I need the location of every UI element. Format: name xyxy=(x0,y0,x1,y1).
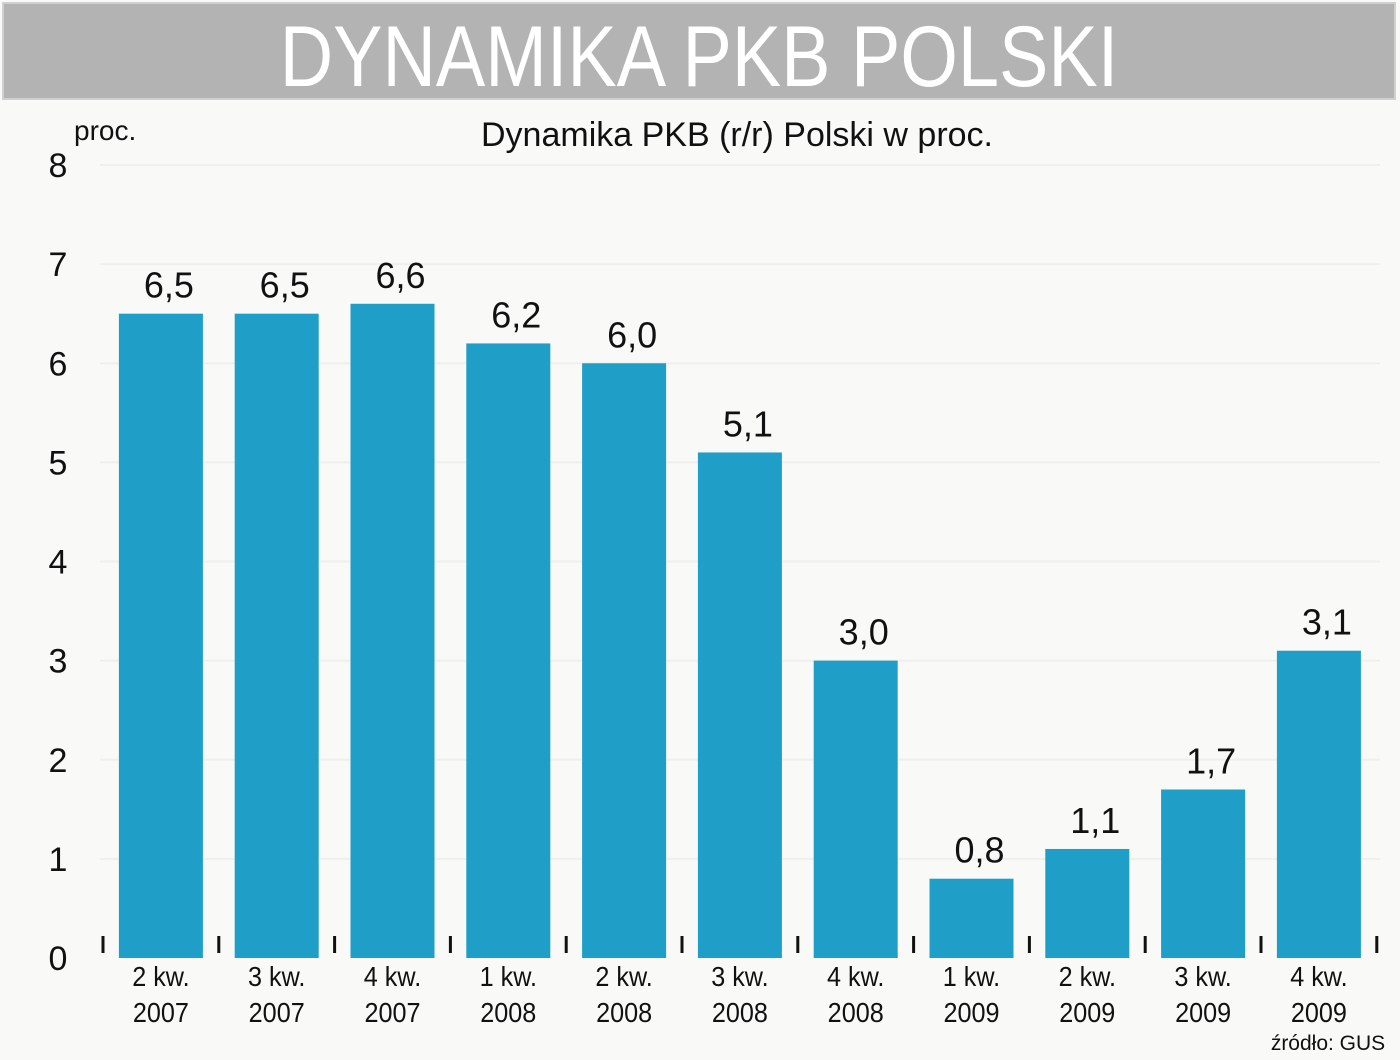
x-tick-label-year: 2008 xyxy=(828,997,884,1029)
bar xyxy=(466,343,551,958)
y-tick-label: 2 xyxy=(49,742,68,780)
x-tick-mark xyxy=(912,936,916,953)
x-tick-label-year: 2009 xyxy=(1059,997,1115,1029)
x-tick-mark xyxy=(564,936,568,953)
x-tick-mark xyxy=(448,936,452,953)
y-tick-label: 1 xyxy=(49,841,68,879)
data-label: 1,1 xyxy=(1070,800,1120,841)
x-tick-mark xyxy=(1027,936,1031,953)
bar xyxy=(234,313,319,958)
x-tick-mark xyxy=(680,936,684,953)
x-tick-label-quarter: 2 kw. xyxy=(132,961,189,993)
x-tick-label-year: 2007 xyxy=(249,997,305,1029)
data-label: 6,5 xyxy=(260,265,310,306)
y-tick-label: 8 xyxy=(49,147,68,185)
x-tick-mark xyxy=(1375,936,1379,953)
bar xyxy=(1161,789,1246,958)
bar xyxy=(582,363,667,958)
x-tick-label-year: 2008 xyxy=(480,997,536,1029)
data-label: 6,2 xyxy=(491,294,541,335)
bar xyxy=(1045,848,1130,958)
x-tick-mark xyxy=(796,936,800,953)
x-tick-label-quarter: 1 kw. xyxy=(480,961,537,993)
header-banner: DYNAMIKA PKB POLSKI xyxy=(2,2,1396,105)
data-label: 0,8 xyxy=(954,830,1004,871)
x-tick-label-quarter: 4 kw. xyxy=(827,961,884,993)
chart-title: Dynamika PKB (r/r) Polski w proc. xyxy=(481,116,993,154)
data-label: 6,0 xyxy=(607,314,657,355)
data-label: 1,7 xyxy=(1186,740,1236,781)
bar xyxy=(929,878,1014,958)
x-tick-mark xyxy=(101,936,105,953)
x-tick-label-quarter: 4 kw. xyxy=(1290,961,1347,993)
x-tick-mark xyxy=(217,936,221,953)
y-tick-label: 6 xyxy=(49,345,68,383)
x-tick-mark xyxy=(1143,936,1147,953)
y-tick-label: 0 xyxy=(49,940,68,978)
x-tick-mark xyxy=(1259,936,1263,953)
x-tick-label-quarter: 2 kw. xyxy=(595,961,652,993)
x-tick-label-quarter: 3 kw. xyxy=(248,961,305,993)
x-tick-label-year: 2009 xyxy=(1175,997,1231,1029)
x-tick-label-year: 2009 xyxy=(943,997,999,1029)
y-tick-label: 5 xyxy=(49,444,68,482)
y-tick-label: 7 xyxy=(49,246,68,284)
data-label: 6,6 xyxy=(375,255,425,296)
y-tick-label: 4 xyxy=(49,544,68,582)
data-label: 3,1 xyxy=(1302,602,1352,643)
data-label: 5,1 xyxy=(723,403,773,444)
x-tick-mark xyxy=(333,936,337,953)
x-tick-label-year: 2009 xyxy=(1291,997,1347,1029)
data-label: 3,0 xyxy=(839,612,889,653)
x-tick-label-quarter: 1 kw. xyxy=(943,961,1000,993)
source-note: źródło: GUS xyxy=(1271,1032,1385,1055)
bar xyxy=(813,660,898,958)
data-label: 6,5 xyxy=(144,265,194,306)
x-tick-label-quarter: 3 kw. xyxy=(1174,961,1231,993)
y-tick-label: 3 xyxy=(49,643,68,681)
bar xyxy=(350,303,435,958)
x-tick-label-quarter: 4 kw. xyxy=(364,961,421,993)
bar xyxy=(697,452,782,958)
x-tick-label-quarter: 3 kw. xyxy=(711,961,768,993)
bar xyxy=(1276,650,1361,958)
x-tick-label-year: 2007 xyxy=(133,997,189,1029)
header-title: DYNAMIKA PKB POLSKI xyxy=(279,9,1119,105)
x-tick-label-year: 2008 xyxy=(596,997,652,1029)
x-tick-label-year: 2007 xyxy=(364,997,420,1029)
x-tick-label-year: 2008 xyxy=(712,997,768,1029)
y-axis-label: proc. xyxy=(74,115,136,146)
x-tick-label-quarter: 2 kw. xyxy=(1059,961,1116,993)
bar xyxy=(118,313,203,958)
